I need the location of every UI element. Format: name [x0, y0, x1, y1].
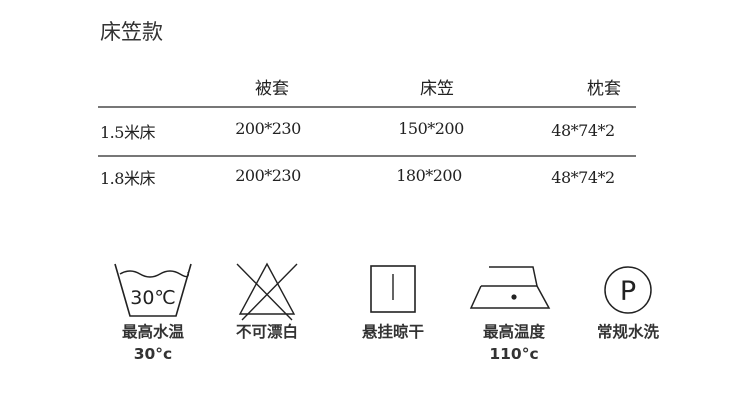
- care-sub-iron-temp: 110°c: [489, 345, 539, 363]
- table-cell: 200*230: [235, 119, 301, 138]
- divider: [98, 106, 636, 108]
- dry-clean-letter: P: [620, 276, 636, 307]
- divider: [98, 155, 636, 157]
- row-label: 1.5米床: [100, 123, 155, 142]
- wash-tub-icon: 30℃: [114, 263, 192, 317]
- care-label-max-iron-temp: 最高温度: [482, 323, 545, 341]
- header-pillowcase: 枕套: [587, 79, 621, 99]
- row-label: 1.8米床: [100, 169, 155, 188]
- no-bleach-icon: [236, 262, 298, 321]
- care-label-max-water-temp: 最高水温: [121, 323, 184, 341]
- table-cell: 150*200: [398, 119, 464, 138]
- care-label-line-dry: 悬挂晾干: [361, 323, 424, 341]
- iron-icon: [469, 266, 551, 309]
- section-title: 床笠款: [100, 20, 163, 44]
- header-duvet-cover: 被套: [255, 79, 289, 99]
- line-dry-icon: [370, 265, 416, 313]
- wash-temp-text: 30℃: [130, 287, 176, 309]
- care-sub-water-temp: 30°c: [133, 345, 173, 363]
- table-cell: 48*74*2: [551, 121, 615, 140]
- header-fitted-sheet: 床笠: [420, 79, 454, 99]
- care-label-regular-wash: 常规水洗: [596, 323, 659, 341]
- table-cell: 180*200: [396, 166, 462, 185]
- table-cell: 200*230: [235, 166, 301, 185]
- care-label-no-bleach: 不可漂白: [235, 323, 298, 341]
- dry-clean-p-icon: P: [604, 266, 652, 314]
- table-cell: 48*74*2: [551, 168, 615, 187]
